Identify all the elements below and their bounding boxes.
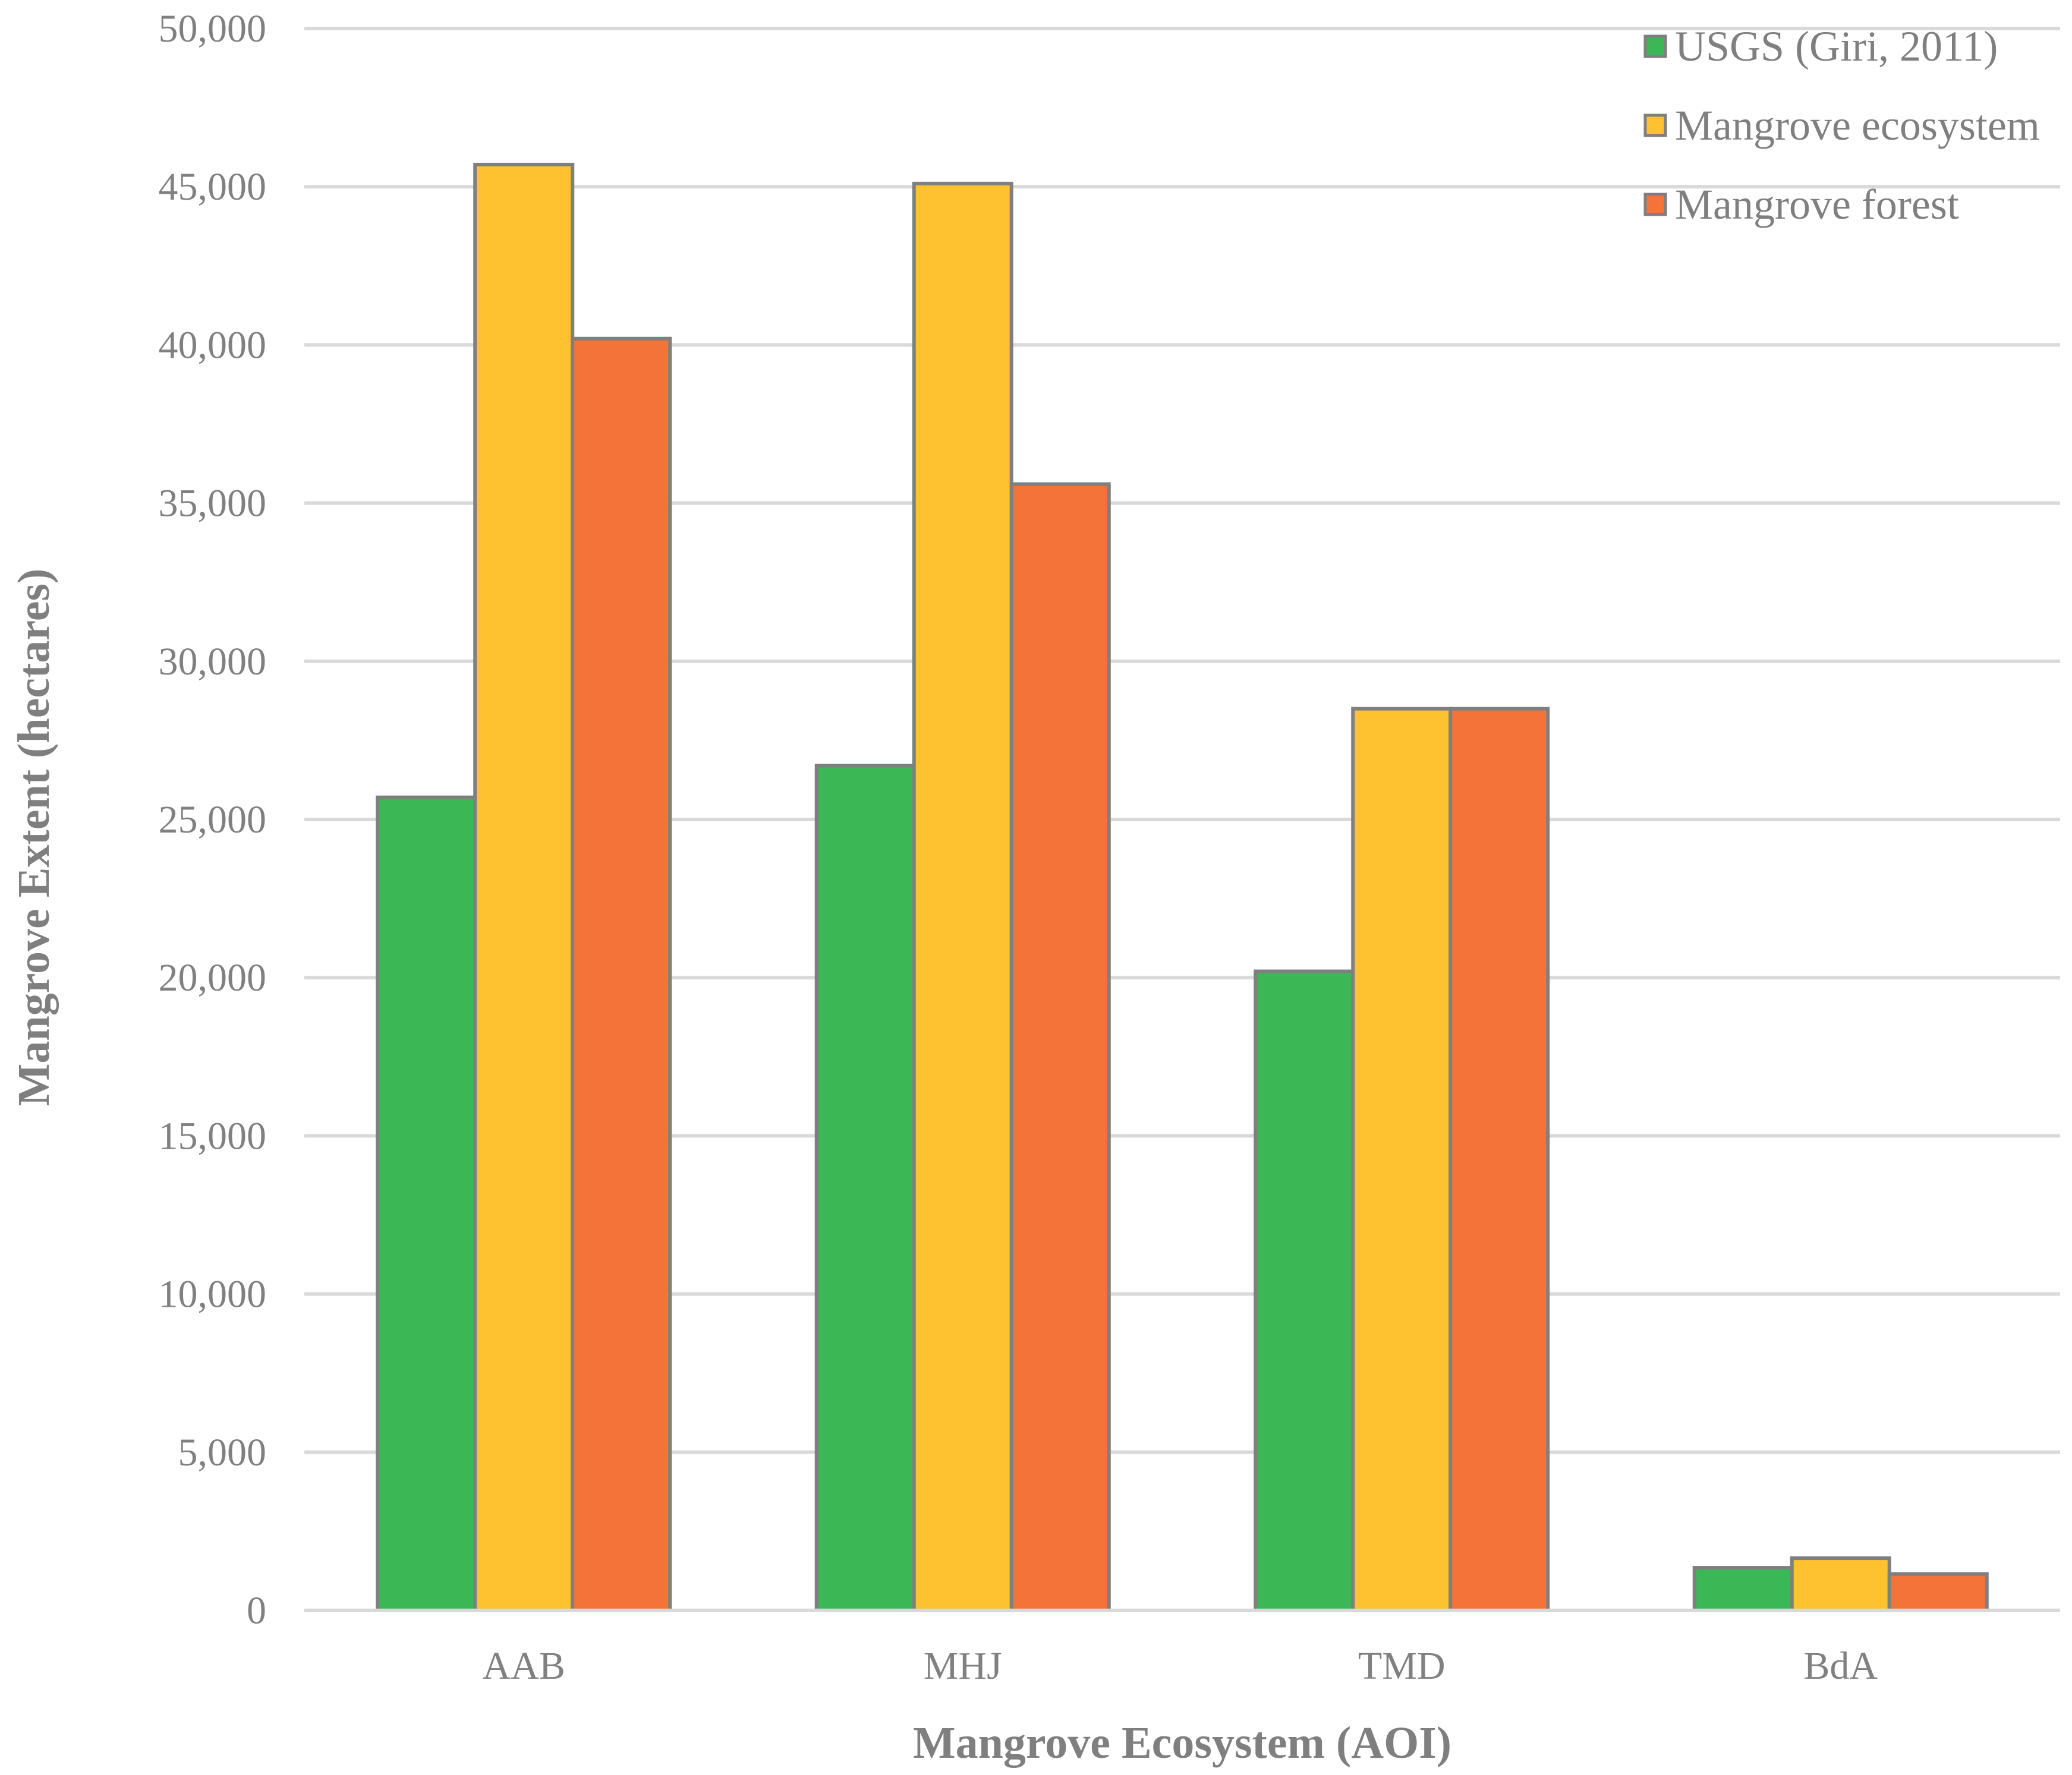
bar-tmd-series-2 [1448,707,1550,1612]
bar-tmd-series-1 [1351,707,1453,1612]
bar-bda-series-0 [1692,1566,1794,1612]
bar-tmd-series-0 [1254,969,1355,1612]
x-tick-label: AAB [483,1644,565,1688]
x-tick-label: BdA [1803,1644,1878,1688]
bar-aab-series-0 [376,795,477,1612]
y-tick-label: 15,000 [159,1114,267,1158]
legend: USGS (Giri, 2011) Mangrove ecosystem Mangr… [1643,23,2040,228]
bar-bda-series-1 [1790,1556,1891,1613]
y-tick-label: 50,000 [159,7,267,51]
bar-mhj-series-0 [814,764,916,1612]
y-tick-label: 40,000 [159,323,267,367]
x-tick-label: TMD [1358,1644,1446,1688]
legend-swatch [1643,34,1667,58]
bar-bda-series-2 [1887,1572,1989,1612]
legend-label: Mangrove forest [1675,181,1959,228]
y-tick-label: 35,000 [159,482,267,525]
y-tick-label: 10,000 [159,1273,267,1316]
y-tick-label: 25,000 [159,798,267,841]
legend-label: USGS (Giri, 2011) [1675,23,1998,70]
bar-aab-series-1 [473,162,575,1613]
y-tick-labels: 0 5,000 10,000 15,000 20,000 25,000 30,000 35,0… [159,7,267,1632]
bar-aab-series-2 [571,336,672,1613]
bars [376,162,1989,1613]
y-tick-label: 0 [247,1589,266,1632]
legend-label: Mangrove ecosystem [1675,102,2040,149]
y-axis-title: Mangrove Extent (hectares) [9,569,59,1106]
y-tick-label: 20,000 [159,956,267,1000]
x-tick-labels: AAB MHJ TMD BdA [483,1644,1878,1688]
x-tick-label: MHJ [924,1644,1002,1688]
bar-mhj-series-1 [912,181,1013,1613]
legend-swatch [1643,193,1667,216]
x-axis-title: Mangrove Ecosystem (AOI) [913,1718,1451,1768]
y-tick-label: 45,000 [159,165,267,209]
legend-swatch [1643,114,1667,137]
bar-mhj-series-2 [1009,482,1111,1612]
y-tick-label: 5,000 [178,1431,267,1474]
y-tick-label: 30,000 [159,640,267,683]
